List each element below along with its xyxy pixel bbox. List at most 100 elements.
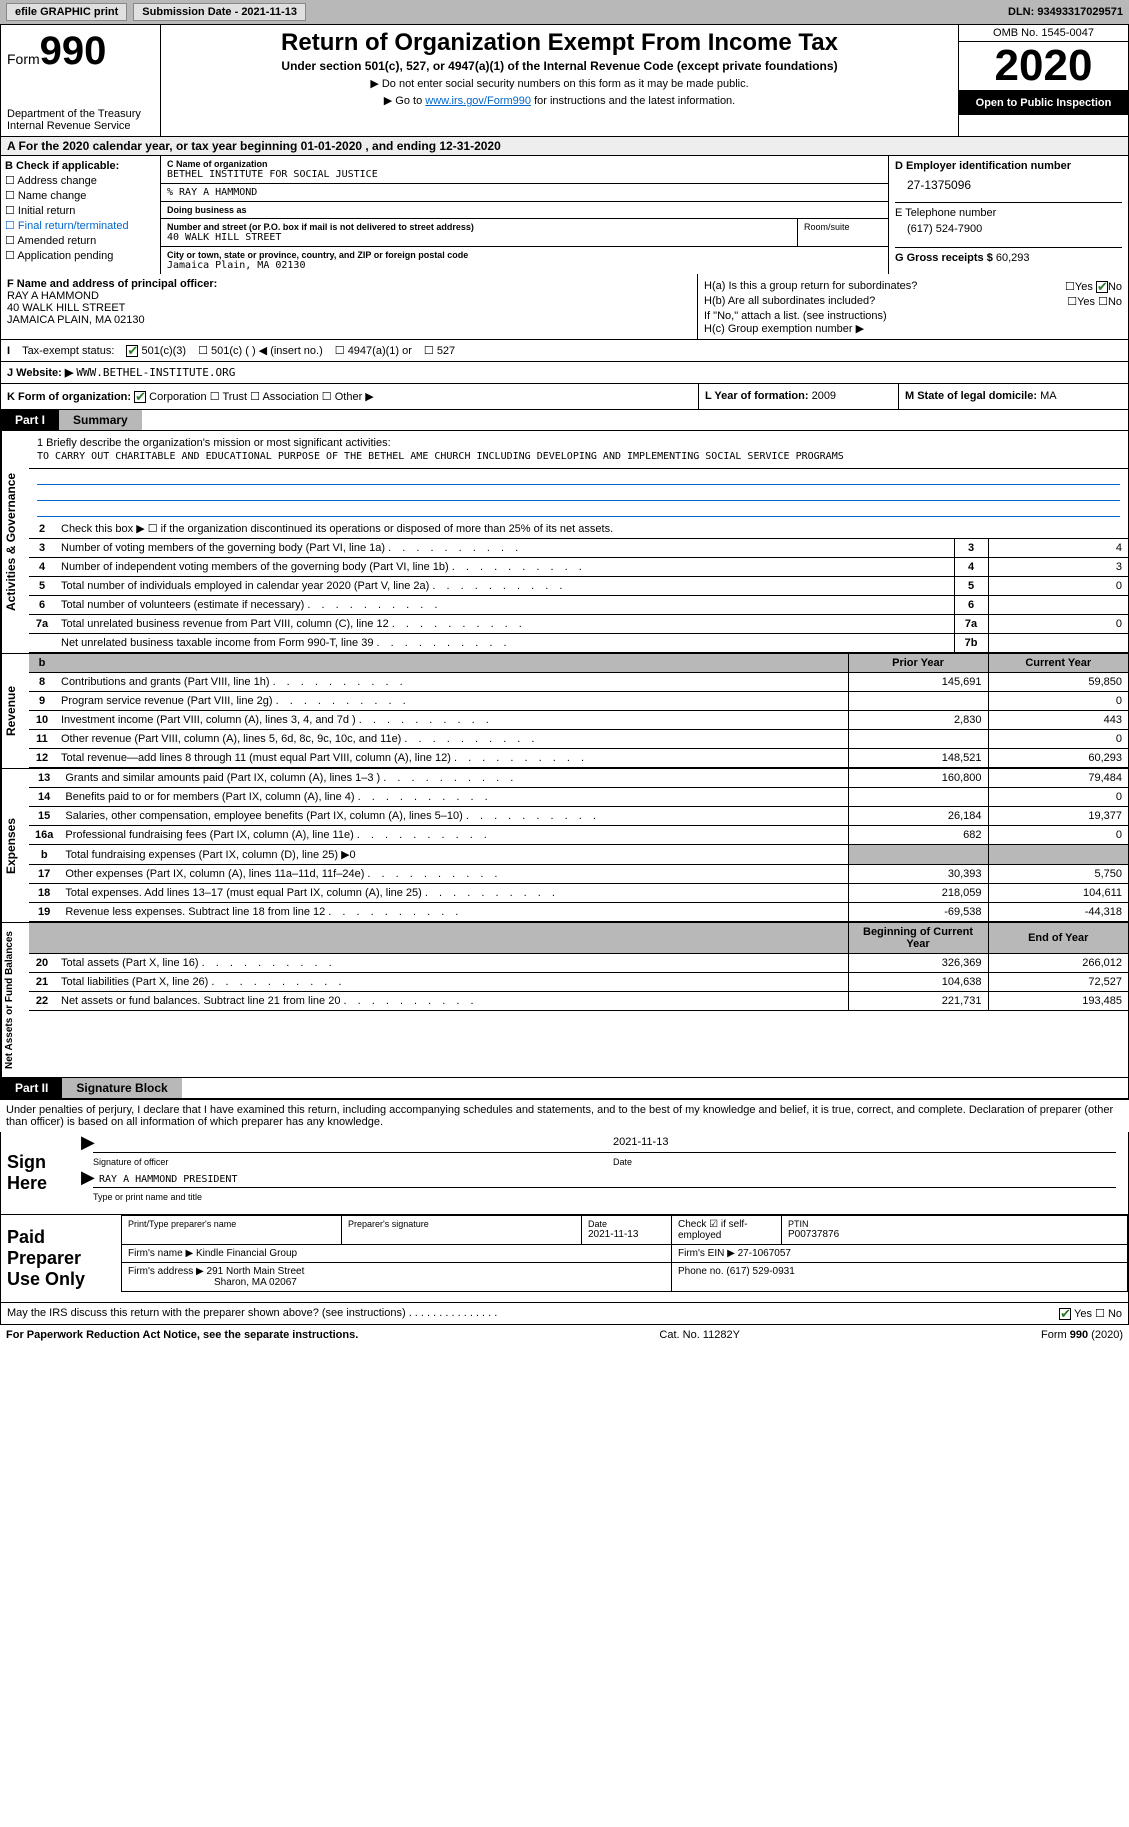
cb-final-return[interactable]: ☐ Final return/terminated: [5, 219, 156, 232]
k-section: K Form of organization: Corporation ☐ Tr…: [1, 384, 698, 409]
addr-block: Number and street (or P.O. box if mail i…: [161, 219, 798, 247]
mission-line3: [37, 503, 1120, 517]
vtab-revenue: Revenue: [1, 654, 29, 768]
city-label: City or town, state or province, country…: [167, 250, 882, 260]
mission-label: 1 Briefly describe the organization's mi…: [37, 437, 1120, 449]
form-number: Form990: [7, 29, 154, 74]
l-year: 2009: [812, 390, 836, 402]
f-label: F Name and address of principal officer:: [7, 278, 691, 290]
officer-name: RAY A HAMMOND: [7, 290, 691, 302]
officer-addr1: 40 WALK HILL STREET: [7, 302, 691, 314]
dba-label: Doing business as: [167, 205, 882, 215]
efile-button[interactable]: efile GRAPHIC print: [6, 3, 127, 21]
sub-date-button[interactable]: Submission Date - 2021-11-13: [133, 3, 306, 21]
firm-ein-cell: Firm's EIN ▶ 27-1067057: [672, 1245, 1128, 1263]
part2-header: Part IISignature Block: [0, 1078, 1129, 1099]
sig-officer-label: Signature of officer: [93, 1157, 613, 1167]
k-assoc[interactable]: ☐ Association: [250, 391, 319, 403]
sig-date-label: Date: [613, 1157, 632, 1167]
k-other[interactable]: ☐ Other ▶: [322, 391, 374, 403]
hb-answers: ☐Yes ☐No: [1067, 295, 1122, 308]
note-link: ▶ Go to www.irs.gov/Form990 for instruct…: [169, 94, 950, 107]
irs-link[interactable]: www.irs.gov/Form990: [425, 95, 531, 107]
paid-preparer: Paid Preparer Use Only: [1, 1215, 121, 1302]
cb-amended[interactable]: ☐ Amended return: [5, 234, 156, 247]
vtab-expenses: Expenses: [1, 769, 29, 922]
sig-labels1: Signature of officer Date: [93, 1157, 1128, 1167]
part2-title: Signature Block: [62, 1078, 181, 1098]
part1-hdr: Part I: [1, 410, 59, 430]
tax-527[interactable]: ☐ 527: [424, 344, 455, 357]
sig-intro: Under penalties of perjury, I declare th…: [0, 1099, 1129, 1132]
toolbar: efile GRAPHIC print Submission Date - 20…: [0, 0, 1129, 24]
note2-pre: ▶ Go to: [384, 95, 425, 107]
ha-row: H(a) Is this a group return for subordin…: [704, 280, 1122, 293]
net-content: Beginning of Current YearEnd of Year20To…: [29, 923, 1128, 1077]
prep-check-cell: Check ☑ if self-employed: [672, 1216, 782, 1245]
line-a: A For the 2020 calendar year, or tax yea…: [0, 137, 1129, 156]
care-of-block: % RAY A HAMMOND: [161, 184, 888, 202]
cb-address-change[interactable]: ☐ Address change: [5, 174, 156, 187]
m-label: M State of legal domicile:: [905, 390, 1037, 402]
phone-val: (617) 524-7900: [907, 223, 1122, 235]
form-word: Form: [7, 51, 40, 67]
sig-right: ▶ x 2021-11-13 Signature of officer Date…: [81, 1132, 1128, 1214]
footer-right: Form 990 (2020): [1041, 1329, 1123, 1341]
form-title: Return of Organization Exempt From Incom…: [169, 29, 950, 57]
revenue-section: Revenue bPrior YearCurrent Year8Contribu…: [0, 654, 1129, 769]
note-ssn: ▶ Do not enter social security numbers o…: [169, 77, 950, 90]
mission-block: 1 Briefly describe the organization's mi…: [29, 431, 1128, 469]
form-990: 990: [40, 29, 107, 73]
firm-phone-cell: Phone no. (617) 529-0931: [672, 1263, 1128, 1292]
dln-text: DLN: 93493317029571: [1008, 6, 1123, 18]
tax-501c3[interactable]: 501(c)(3): [126, 345, 186, 357]
prep-ptin-cell: PTINP00737876: [782, 1216, 1128, 1245]
sig-arrow2: ▶: [81, 1167, 95, 1188]
l-section: L Year of formation: 2009: [698, 384, 898, 409]
k-corp[interactable]: Corporation: [134, 391, 207, 403]
footer-left: For Paperwork Reduction Act Notice, see …: [6, 1329, 358, 1341]
discuss-q: May the IRS discuss this return with the…: [7, 1307, 497, 1320]
gov-content: 1 Briefly describe the organization's mi…: [29, 431, 1128, 653]
kform-row: K Form of organization: Corporation ☐ Tr…: [0, 384, 1129, 410]
cb-name-change[interactable]: ☐ Name change: [5, 189, 156, 202]
vtab-netassets: Net Assets or Fund Balances: [1, 923, 29, 1077]
prep-date-cell: Date2021-11-13: [582, 1216, 672, 1245]
mission-line1: [37, 471, 1120, 485]
ha-answers: ☐Yes No: [1065, 280, 1122, 293]
governance-section: Activities & Governance 1 Briefly descri…: [0, 431, 1129, 654]
note2-post: for instructions and the latest informat…: [531, 95, 735, 107]
discuss-answers: Yes ☐ No: [1059, 1307, 1122, 1320]
sig-date: 2021-11-13: [613, 1136, 668, 1148]
sig-name-label: Type or print name and title: [93, 1192, 1128, 1202]
discuss-yes[interactable]: [1059, 1308, 1071, 1320]
hb-row: H(b) Are all subordinates included? ☐Yes…: [704, 295, 1122, 308]
section-h: H(a) Is this a group return for subordin…: [698, 274, 1128, 339]
tax-year: 2020: [959, 42, 1128, 91]
phone-label: E Telephone number: [895, 207, 1122, 219]
i-label: I: [7, 345, 10, 357]
l-label: L Year of formation:: [705, 390, 809, 402]
section-b-row: B Check if applicable: ☐ Address change …: [0, 156, 1129, 274]
sig-name-line: ▶ RAY A HAMMOND PRESIDENT: [93, 1171, 1116, 1188]
tax-501c[interactable]: ☐ 501(c) ( ) ◀ (insert no.): [198, 344, 323, 357]
k-trust[interactable]: ☐ Trust: [210, 391, 247, 403]
mission-line2: [37, 487, 1120, 501]
care-of: % RAY A HAMMOND: [167, 187, 882, 198]
cb-app-pending[interactable]: ☐ Application pending: [5, 249, 156, 262]
tax-4947[interactable]: ☐ 4947(a)(1) or: [335, 344, 412, 357]
addr-label: Number and street (or P.O. box if mail i…: [167, 222, 791, 232]
website-row: J Website: ▶ WWW.BETHEL-INSTITUTE.ORG: [0, 362, 1129, 384]
cb-initial-return[interactable]: ☐ Initial return: [5, 204, 156, 217]
gross-label: G Gross receipts $: [895, 252, 993, 264]
ha-no-check[interactable]: [1096, 281, 1108, 293]
gross-box: G Gross receipts $ 60,293: [895, 247, 1122, 268]
preparer-block: Paid Preparer Use Only Print/Type prepar…: [0, 1215, 1129, 1303]
prep-table: Print/Type preparer's name Preparer's si…: [121, 1215, 1128, 1292]
exp-table: 13Grants and similar amounts paid (Part …: [29, 769, 1128, 922]
tax-status-row: I Tax-exempt status: 501(c)(3) ☐ 501(c) …: [0, 340, 1129, 362]
dept-text: Department of the Treasury Internal Reve…: [7, 108, 154, 132]
rev-content: bPrior YearCurrent Year8Contributions an…: [29, 654, 1128, 768]
hb-note: If "No," attach a list. (see instruction…: [704, 310, 1122, 322]
k-label: K Form of organization:: [7, 391, 131, 403]
